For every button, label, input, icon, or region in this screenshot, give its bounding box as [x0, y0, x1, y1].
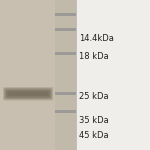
Bar	[55, 110, 76, 113]
FancyBboxPatch shape	[4, 88, 52, 99]
Text: 35 kDa: 35 kDa	[79, 116, 108, 125]
Bar	[55, 13, 76, 16]
Bar	[55, 28, 76, 31]
Text: 14.4kDa: 14.4kDa	[79, 34, 114, 43]
FancyBboxPatch shape	[8, 92, 49, 96]
Bar	[76, 0, 150, 150]
Bar	[55, 0, 76, 150]
FancyBboxPatch shape	[3, 87, 53, 101]
Text: 18 kDa: 18 kDa	[79, 52, 108, 61]
Text: 45 kDa: 45 kDa	[79, 131, 108, 140]
Bar	[55, 92, 76, 95]
Text: 25 kDa: 25 kDa	[79, 92, 108, 101]
FancyBboxPatch shape	[6, 90, 51, 98]
Bar	[55, 52, 76, 55]
